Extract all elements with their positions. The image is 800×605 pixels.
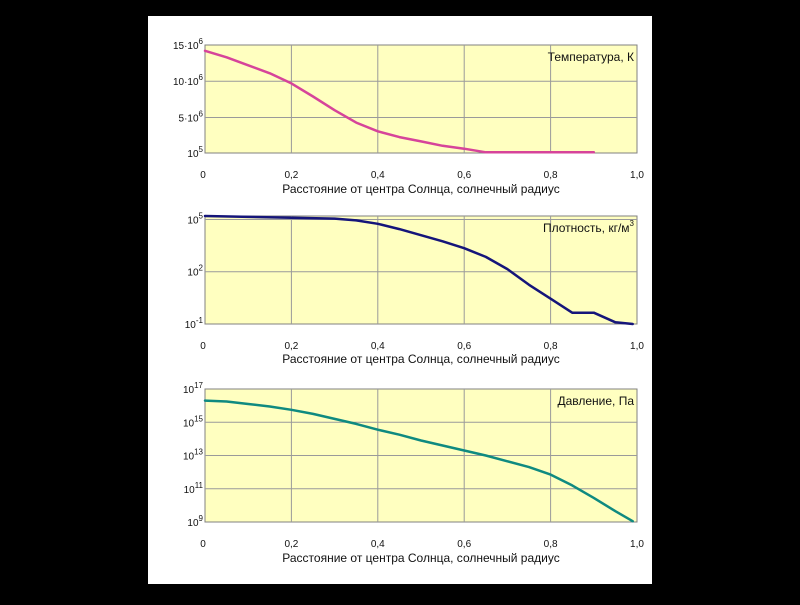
pressure-x-tick-label: 0,8 xyxy=(544,539,558,550)
pressure-x-tick-label: 0,4 xyxy=(371,539,385,550)
temperature-y-tick-label: 5·106 xyxy=(179,109,204,124)
pressure-x-tick-label: 0 xyxy=(200,539,206,550)
density-x-tick-label: 0,6 xyxy=(457,341,471,352)
temperature-x-axis-title: Расстояние от центра Солнца, солнечный р… xyxy=(282,182,559,196)
density-legend: Плотность, кг/м3 xyxy=(543,219,635,235)
temperature-plot-area xyxy=(204,44,638,154)
temperature-y-tick-label: 15·106 xyxy=(173,37,204,52)
density-x-tick-label: 0,2 xyxy=(284,341,298,352)
temperature-x-tick-label: 1,0 xyxy=(630,170,644,181)
temperature-x-tick-label: 0,8 xyxy=(544,170,558,181)
density-y-tick-label: 102 xyxy=(187,264,203,279)
pressure-y-tick-label: 1015 xyxy=(183,414,204,429)
temperature-x-tick-label: 0 xyxy=(200,170,206,181)
pressure-x-tick-label: 0,6 xyxy=(457,539,471,550)
density-x-tick-label: 1,0 xyxy=(630,341,644,352)
pressure-chart: 0 0,2 0,4 0,6 0,8 1,0 1017 1015 1013 1011 109 Расст… xyxy=(183,381,644,565)
density-chart: 0 0,2 0,4 0,6 0,8 1,0 105 102 10-1 Расстояние от … xyxy=(185,211,645,366)
pressure-x-tick-label: 1,0 xyxy=(630,539,644,550)
pressure-series-line xyxy=(203,399,634,523)
density-x-axis-title: Расстояние от центра Солнца, солнечный р… xyxy=(282,352,559,366)
temperature-x-tick-label: 0,6 xyxy=(457,170,471,181)
pressure-legend: Давление, Па xyxy=(557,394,634,408)
pressure-y-tick-label: 1013 xyxy=(183,448,204,463)
temperature-chart: 0 0,2 0,4 0,6 0,8 1,0 15·106 10·106 5·106 105 Расс… xyxy=(173,37,644,196)
density-series-line xyxy=(203,214,634,326)
pressure-x-tick-label: 0,2 xyxy=(284,539,298,550)
pressure-x-axis-title: Расстояние от центра Солнца, солнечный р… xyxy=(282,551,559,565)
pressure-y-tick-label: 1011 xyxy=(184,481,204,496)
pressure-y-tick-label: 109 xyxy=(187,514,203,529)
density-x-tick-label: 0,4 xyxy=(371,341,385,352)
density-y-tick-label: 105 xyxy=(187,211,203,226)
density-y-tick-label: 10-1 xyxy=(185,316,204,331)
temperature-series-line xyxy=(203,49,596,154)
density-x-tick-label: 0 xyxy=(200,341,206,352)
temperature-x-tick-label: 0,2 xyxy=(284,170,298,181)
density-x-tick-label: 0,8 xyxy=(544,341,558,352)
temperature-y-tick-label: 105 xyxy=(187,145,203,160)
temperature-legend: Температура, К xyxy=(548,50,634,64)
temperature-x-tick-label: 0,4 xyxy=(371,170,385,181)
temperature-y-tick-label: 10·106 xyxy=(173,73,204,88)
pressure-y-tick-label: 1017 xyxy=(183,381,204,396)
